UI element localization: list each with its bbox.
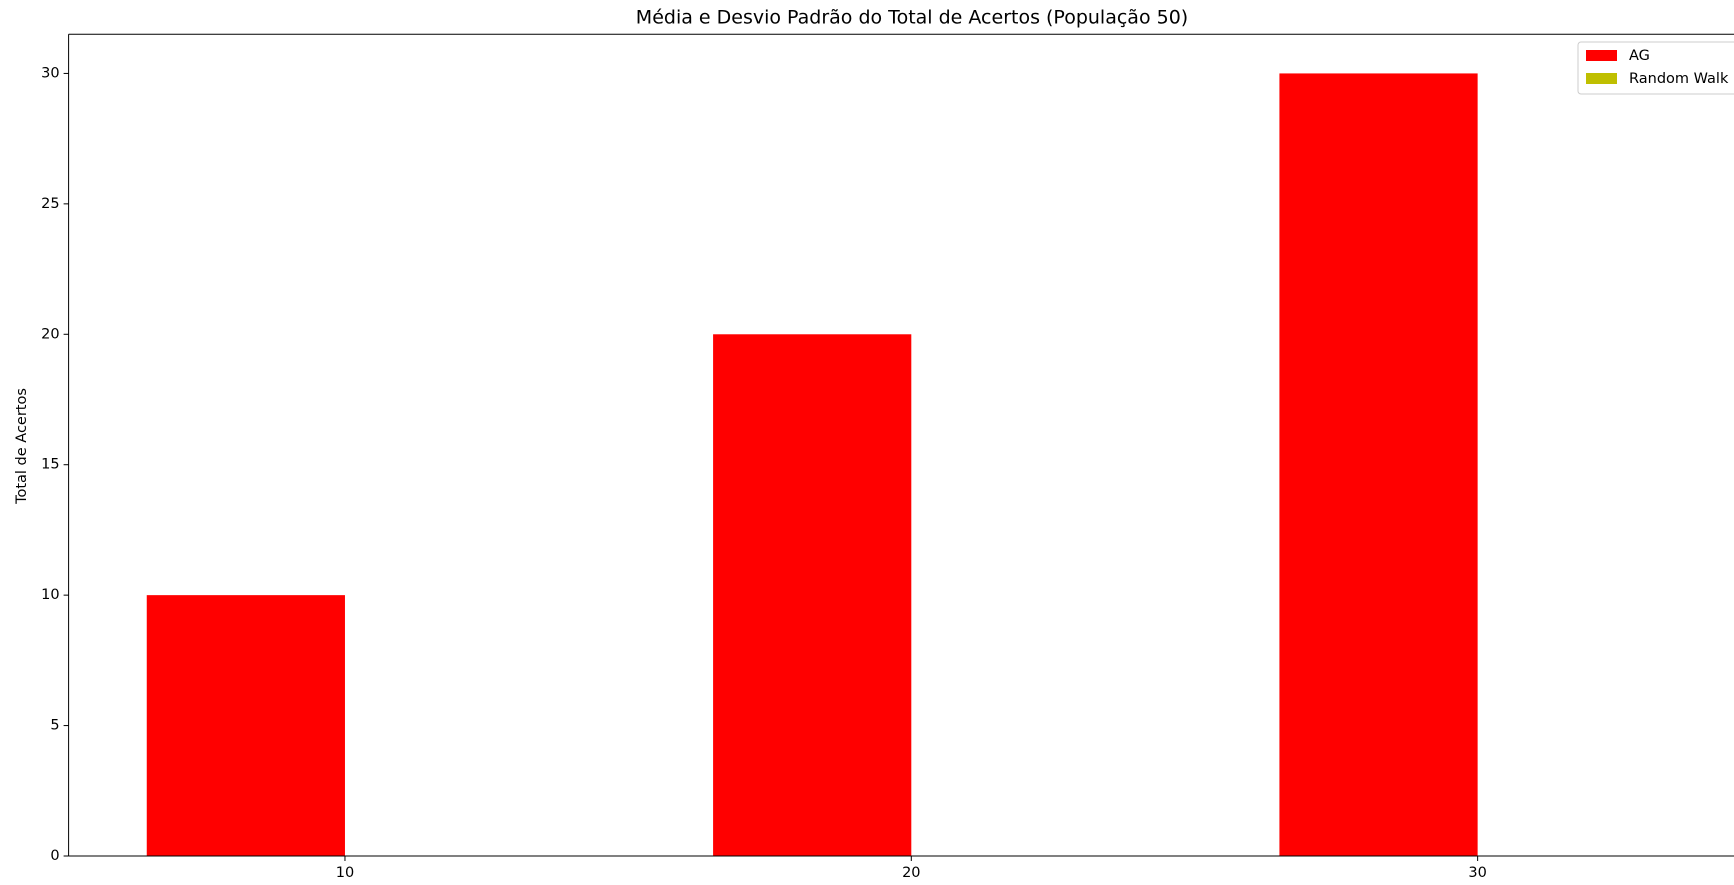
y-tick-label: 10 xyxy=(41,587,59,603)
y-tick-label: 0 xyxy=(50,848,59,864)
y-tick-label: 15 xyxy=(41,457,59,473)
legend-box xyxy=(1577,41,1734,95)
legend-label: AG xyxy=(1629,48,1650,64)
bar xyxy=(146,595,345,856)
chart-title: Média e Desvio Padrão do Total de Acerto… xyxy=(636,7,1188,29)
legend-label: Random Walk xyxy=(1629,71,1729,87)
x-tick-label: 30 xyxy=(1468,865,1486,881)
bar xyxy=(713,334,912,856)
bar xyxy=(1279,73,1478,856)
y-tick-label: 20 xyxy=(41,326,59,342)
legend-swatch xyxy=(1586,73,1617,84)
y-tick-label: 5 xyxy=(50,718,59,734)
y-axis-label: Total de Acertos xyxy=(14,388,30,505)
y-tick-label: 25 xyxy=(41,196,59,212)
x-tick-label: 10 xyxy=(336,865,354,881)
legend-swatch xyxy=(1586,50,1617,61)
x-tick-label: 20 xyxy=(902,865,920,881)
y-tick-label: 30 xyxy=(41,65,59,81)
